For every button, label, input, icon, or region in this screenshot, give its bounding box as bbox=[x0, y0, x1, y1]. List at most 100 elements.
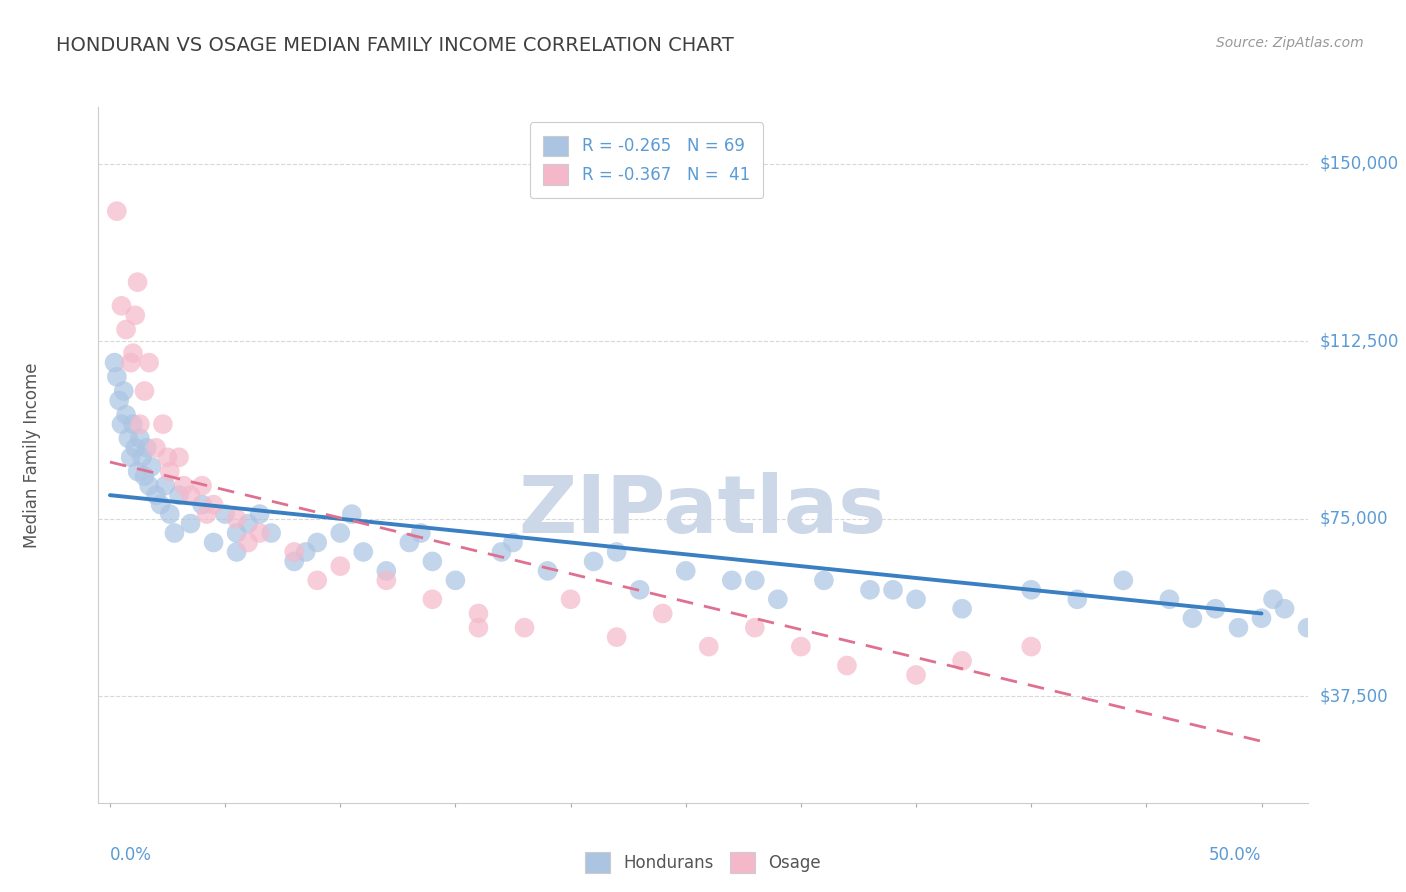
Point bbox=[1066, 592, 1088, 607]
Point bbox=[606, 630, 628, 644]
Point bbox=[422, 592, 444, 607]
Point bbox=[651, 607, 673, 621]
Point bbox=[606, 545, 628, 559]
Point bbox=[110, 417, 132, 432]
Point bbox=[744, 574, 766, 588]
Point bbox=[225, 526, 247, 541]
Point bbox=[1250, 611, 1272, 625]
Point bbox=[141, 459, 163, 474]
Point bbox=[582, 554, 605, 568]
Point bbox=[127, 465, 149, 479]
Point bbox=[115, 322, 138, 336]
Point bbox=[145, 441, 167, 455]
Point bbox=[375, 564, 398, 578]
Point bbox=[120, 450, 142, 465]
Point bbox=[1159, 592, 1181, 607]
Point bbox=[905, 668, 928, 682]
Point bbox=[156, 450, 179, 465]
Point bbox=[249, 526, 271, 541]
Point bbox=[134, 469, 156, 483]
Legend: R = -0.265   N = 69, R = -0.367   N =  41: R = -0.265 N = 69, R = -0.367 N = 41 bbox=[530, 122, 763, 198]
Point bbox=[813, 574, 835, 588]
Point bbox=[128, 431, 150, 445]
Point bbox=[307, 535, 329, 549]
Point bbox=[202, 498, 225, 512]
Point bbox=[127, 275, 149, 289]
Point bbox=[1019, 640, 1042, 654]
Point bbox=[260, 526, 283, 541]
Point bbox=[236, 516, 259, 531]
Point bbox=[225, 512, 247, 526]
Point bbox=[105, 204, 128, 219]
Point bbox=[115, 408, 138, 422]
Text: $112,500: $112,500 bbox=[1320, 333, 1399, 351]
Point bbox=[159, 507, 181, 521]
Point bbox=[249, 507, 271, 521]
Point bbox=[122, 346, 145, 360]
Point bbox=[294, 545, 316, 559]
Point bbox=[720, 574, 742, 588]
Point bbox=[307, 574, 329, 588]
Point bbox=[202, 535, 225, 549]
Point bbox=[283, 554, 305, 568]
Point bbox=[1019, 582, 1042, 597]
Point bbox=[173, 478, 195, 492]
Point bbox=[375, 574, 398, 588]
Point bbox=[1204, 601, 1226, 615]
Point bbox=[225, 545, 247, 559]
Point bbox=[191, 498, 214, 512]
Point bbox=[409, 526, 432, 541]
Point bbox=[560, 592, 582, 607]
Point bbox=[138, 478, 160, 492]
Point bbox=[283, 545, 305, 559]
Point bbox=[502, 535, 524, 549]
Text: Source: ZipAtlas.com: Source: ZipAtlas.com bbox=[1216, 36, 1364, 50]
Point bbox=[398, 535, 420, 549]
Point bbox=[124, 308, 146, 322]
Point bbox=[950, 654, 973, 668]
Point bbox=[103, 356, 125, 370]
Point bbox=[167, 488, 190, 502]
Point bbox=[138, 356, 160, 370]
Point bbox=[675, 564, 697, 578]
Point bbox=[697, 640, 720, 654]
Point bbox=[352, 545, 374, 559]
Point bbox=[214, 507, 236, 521]
Point bbox=[491, 545, 513, 559]
Text: Median Family Income: Median Family Income bbox=[22, 362, 41, 548]
Text: $75,000: $75,000 bbox=[1320, 510, 1388, 528]
Point bbox=[1181, 611, 1204, 625]
Point bbox=[1112, 574, 1135, 588]
Text: $150,000: $150,000 bbox=[1320, 155, 1399, 173]
Point bbox=[110, 299, 132, 313]
Point bbox=[1296, 621, 1319, 635]
Point bbox=[131, 450, 153, 465]
Point bbox=[191, 478, 214, 492]
Point bbox=[149, 498, 172, 512]
Text: ZIPatlas: ZIPatlas bbox=[519, 472, 887, 549]
Point bbox=[444, 574, 467, 588]
Point bbox=[467, 621, 489, 635]
Text: 50.0%: 50.0% bbox=[1209, 846, 1261, 863]
Point bbox=[766, 592, 789, 607]
Point bbox=[513, 621, 536, 635]
Point bbox=[124, 441, 146, 455]
Point bbox=[122, 417, 145, 432]
Point bbox=[905, 592, 928, 607]
Point bbox=[628, 582, 651, 597]
Point bbox=[145, 488, 167, 502]
Point bbox=[167, 450, 190, 465]
Legend: Hondurans, Osage: Hondurans, Osage bbox=[578, 846, 828, 880]
Text: 0.0%: 0.0% bbox=[110, 846, 152, 863]
Text: HONDURAN VS OSAGE MEDIAN FAMILY INCOME CORRELATION CHART: HONDURAN VS OSAGE MEDIAN FAMILY INCOME C… bbox=[56, 36, 734, 54]
Text: $37,500: $37,500 bbox=[1320, 688, 1388, 706]
Point bbox=[155, 478, 177, 492]
Point bbox=[128, 417, 150, 432]
Point bbox=[134, 384, 156, 398]
Point bbox=[195, 507, 218, 521]
Point bbox=[950, 601, 973, 615]
Point bbox=[536, 564, 558, 578]
Point bbox=[117, 431, 139, 445]
Point bbox=[112, 384, 135, 398]
Point bbox=[329, 526, 352, 541]
